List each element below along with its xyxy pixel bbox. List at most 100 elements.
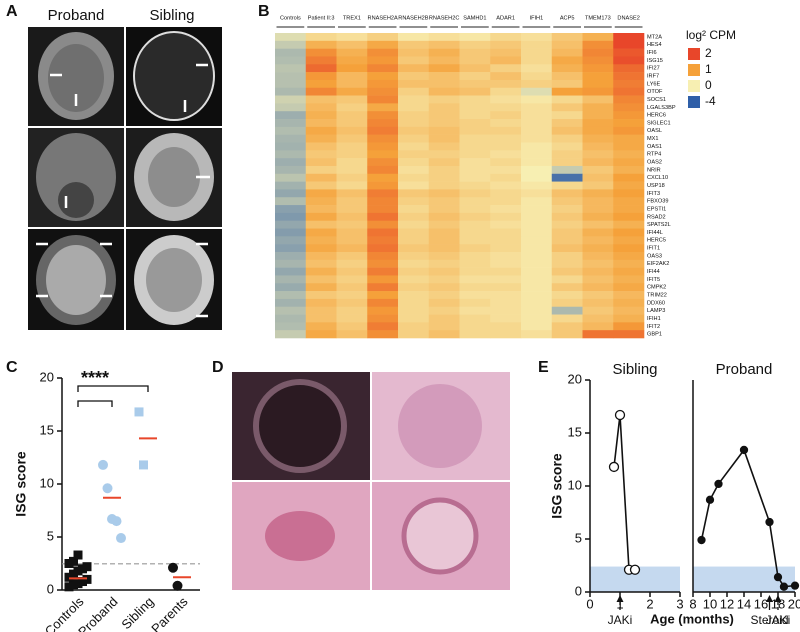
heatmap-cell (428, 267, 460, 276)
heatmap-cell (551, 291, 583, 300)
heatmap-cell (275, 330, 307, 339)
heatmap-cell (459, 150, 491, 159)
annotation-label: JAKi (766, 613, 791, 627)
heatmap-cell (305, 103, 337, 112)
heatmap-cell (367, 111, 399, 120)
heatmap-cell (582, 205, 614, 214)
heatmap-cell (398, 314, 430, 323)
gene-label: IFIH1 (647, 316, 661, 322)
heatmap-cell (459, 111, 491, 120)
heatmap-cell (305, 220, 337, 229)
heatmap-cell (275, 87, 307, 96)
heatmap-cell (398, 189, 430, 198)
heatmap-cell (428, 275, 460, 284)
heatmap-cell (582, 119, 614, 128)
gene-label: EPSTI1 (647, 206, 666, 212)
heatmap-cell (613, 173, 645, 182)
heatmap-cell (582, 95, 614, 104)
heatmap-cell (613, 40, 645, 49)
gene-label: LAMP3 (647, 308, 665, 314)
heatmap-cell (490, 291, 522, 300)
heatmap-cell (490, 212, 522, 221)
heatmap-cell (551, 306, 583, 315)
heatmap-cell (428, 33, 460, 42)
heatmap-cell (551, 197, 583, 206)
heatmap-cell (275, 251, 307, 261)
x-tick-label: 2 (646, 596, 653, 611)
heatmap-cell (398, 48, 430, 57)
heatmap-cell (367, 48, 399, 57)
heatmap-cell (582, 267, 614, 276)
heatmap-cell (336, 212, 368, 221)
heatmap-cell (613, 322, 645, 331)
heatmap-cell (459, 134, 491, 143)
gene-label: IFI44L (647, 230, 663, 236)
column-title: Proband (48, 7, 105, 24)
heatmap-cell (551, 259, 583, 268)
heatmap-cell (551, 173, 583, 182)
heatmap-cell (490, 33, 522, 42)
heatmap-cell (490, 236, 522, 245)
heatmap-cell (428, 165, 460, 175)
heatmap-cell (551, 111, 583, 120)
x-tick-label: 8 (689, 596, 696, 611)
gene-label: OAS1 (647, 144, 662, 150)
heatmap-cell (582, 64, 614, 73)
heatmap-cell (613, 119, 645, 128)
gene-label: LGALS3BP (647, 105, 676, 111)
heatmap-cell (582, 314, 614, 323)
heatmap-cell (582, 330, 614, 339)
heatmap-cell (305, 173, 337, 182)
heatmap-cell (521, 189, 553, 198)
heatmap-cell (275, 150, 307, 159)
heatmap-cell (336, 220, 368, 229)
heatmap-cell (305, 330, 337, 339)
heatmap-cell (613, 298, 645, 308)
heatmap-cell (582, 48, 614, 57)
heatmap-cell (275, 197, 307, 206)
heatmap-cell (459, 220, 491, 229)
heatmap-cell (275, 165, 307, 175)
gene-label: SPATS2L (647, 222, 671, 228)
heatmap-cell (613, 205, 645, 214)
heatmap-cell (521, 111, 553, 120)
heatmap-cell (459, 72, 491, 81)
heatmap-cell (305, 259, 337, 268)
heatmap-cell (613, 87, 645, 96)
gene-label: IFI6 (647, 50, 657, 56)
data-point (111, 516, 122, 527)
heatmap-cell (613, 275, 645, 284)
heatmap-cell (367, 298, 399, 308)
heatmap-cell (551, 95, 583, 104)
heatmap-cell (367, 142, 399, 151)
heatmap-cell (398, 244, 430, 253)
heatmap-cell (428, 79, 460, 89)
gene-label: SIGLEC1 (647, 120, 671, 126)
heatmap-cell (459, 64, 491, 73)
heatmap-cell (336, 275, 368, 284)
gene-label: IRF7 (647, 73, 659, 79)
heatmap-cell (521, 283, 553, 292)
heatmap-cell (336, 40, 368, 49)
x-tick-label: 12 (720, 596, 734, 611)
heatmap-cell (613, 64, 645, 73)
heatmap-cell (490, 189, 522, 198)
heatmap-cell (521, 40, 553, 49)
heatmap-cell (613, 48, 645, 57)
heatmap-cell (275, 126, 307, 135)
heatmap-cell (367, 103, 399, 112)
heatmap-cell (398, 306, 430, 315)
heatmap-cell (305, 87, 337, 96)
group-label: TREX1 (343, 15, 361, 21)
heatmap-cell (305, 283, 337, 292)
heatmap-cell (336, 56, 368, 65)
annotation-label: JAKi (608, 613, 633, 627)
heatmap-cell (551, 126, 583, 135)
heatmap-cell (398, 56, 430, 65)
heatmap-cell (551, 298, 583, 308)
heatmap-cell (582, 111, 614, 120)
heatmap-cell (459, 322, 491, 331)
heatmap-cell (398, 322, 430, 331)
heatmap-cell (613, 95, 645, 104)
gene-label: IFIT1 (647, 246, 660, 252)
